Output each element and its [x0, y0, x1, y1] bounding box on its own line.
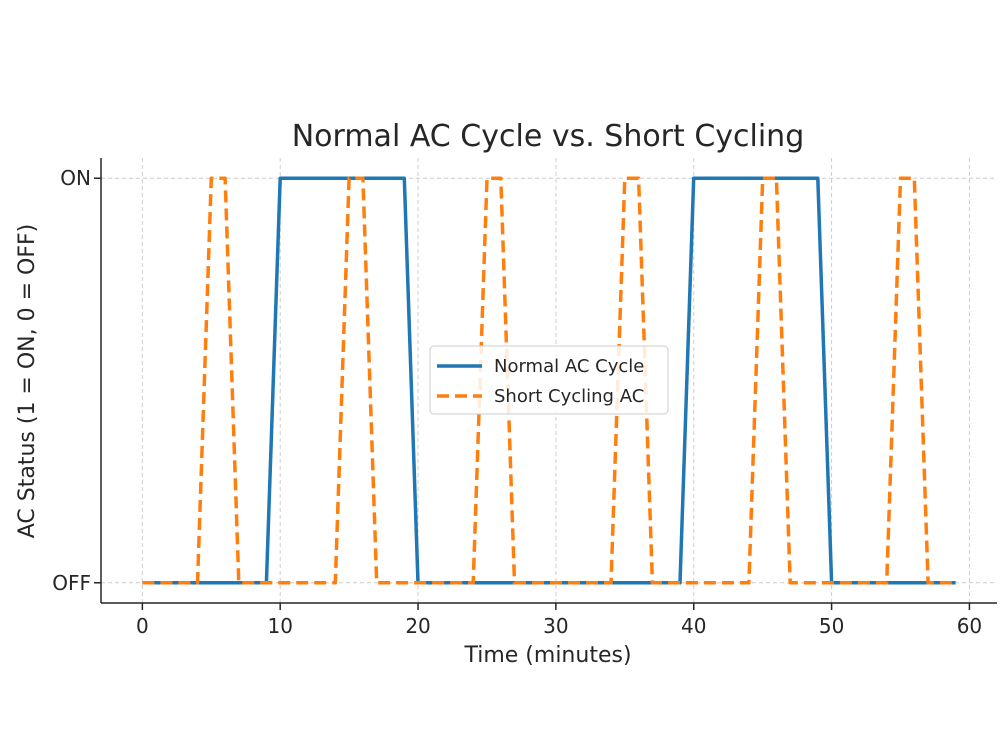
y-tick-label: OFF [52, 571, 91, 595]
ticks: 0 10 20 30 40 50 60 OFF ON [52, 166, 982, 638]
x-tick-label: 50 [819, 614, 844, 638]
legend-box [429, 345, 669, 415]
x-tick-label: 10 [267, 614, 292, 638]
x-tick-label: 0 [136, 614, 149, 638]
x-tick-label: 30 [543, 614, 568, 638]
legend-label: Normal AC Cycle [494, 356, 644, 377]
x-axis-label: Time (minutes) [463, 643, 631, 668]
series-line-normal [142, 176, 956, 585]
x-tick-label: 20 [405, 614, 430, 638]
legend-label: Short Cycling AC [494, 386, 644, 407]
y-tick-label: ON [60, 166, 91, 190]
axes [100, 158, 997, 604]
chart-title: Normal AC Cycle vs. Short Cycling [292, 119, 805, 154]
series-group [142, 176, 956, 585]
x-tick-label: 60 [957, 614, 982, 638]
x-tick-label: 40 [681, 614, 706, 638]
legend: Normal AC Cycle Short Cycling AC [429, 345, 669, 415]
y-axis-label: AC Status (1 = ON, 0 = OFF) [15, 224, 40, 539]
